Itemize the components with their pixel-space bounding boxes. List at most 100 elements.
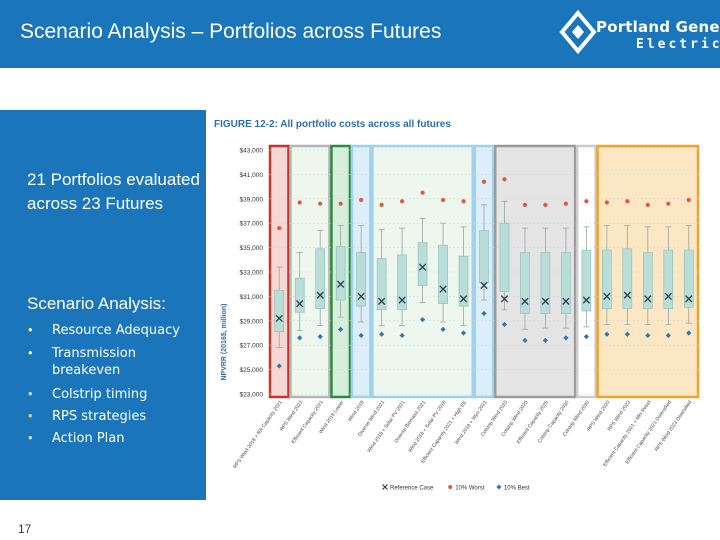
reference-case-point: [541, 297, 550, 305]
worst-10-point: [359, 197, 364, 203]
box: [417, 242, 428, 286]
reference-case-point: [521, 297, 529, 305]
worst-10-point: [604, 200, 609, 205]
chart-svg: FIGURE 12-2: All portfolio costs across …: [207, 112, 712, 498]
header-bar: Scenario Analysis – Portfolios across Fu…: [0, 0, 720, 68]
logo-text-electric: Electric: [636, 37, 720, 52]
chart-title: FIGURE 12-2: All portfolio costs across …: [214, 119, 451, 130]
box: [294, 277, 305, 313]
box: [397, 254, 407, 311]
worst-10-point: [666, 201, 671, 206]
bullet-dot-icon: •: [28, 430, 33, 445]
worst-10-point: [584, 199, 589, 204]
best-10-point: [686, 330, 692, 336]
best-10-point: [542, 337, 549, 343]
reference-case-point: [296, 300, 304, 308]
box: [683, 249, 694, 308]
reference-case-point: [623, 291, 631, 299]
box: [602, 249, 612, 309]
best-10-point: [624, 331, 630, 337]
y-tick-label: $27,000: [240, 343, 264, 350]
reference-case-point: [500, 295, 509, 303]
box: [376, 258, 387, 311]
box: [643, 252, 653, 309]
y-tick-label: $23,000: [240, 392, 264, 399]
legend-label: Reference Case: [390, 485, 434, 491]
y-tick-label: $31,000: [240, 294, 264, 301]
reference-case-point: [418, 263, 427, 271]
worst-10-point: [461, 199, 466, 204]
box: [438, 244, 448, 305]
bullet-dot-icon: •: [28, 345, 33, 360]
logo-text-portland-general: Portland General: [596, 18, 720, 36]
summary-panel: 21 Portfolios evaluated across 23 Future…: [0, 110, 206, 500]
best-10-point: [583, 334, 589, 340]
reference-case-point: [275, 314, 283, 323]
box: [335, 246, 346, 301]
box: [274, 290, 285, 333]
box: [561, 252, 571, 314]
y-tick-label: $43,000: [240, 148, 264, 155]
best-10-point: [645, 332, 651, 339]
reference-case-point: [316, 291, 324, 299]
y-tick-label: $37,000: [240, 221, 264, 228]
slide-title: Scenario Analysis – Portfolios across Fu…: [20, 20, 442, 43]
box: [663, 249, 674, 309]
y-tick-label: $33,000: [240, 270, 264, 277]
y-axis-label: NPVRR (2016$, million): [221, 303, 228, 380]
reference-case-point: [685, 295, 693, 303]
worst-10-point: [625, 199, 630, 204]
bullet-text: Colstrip timing: [52, 387, 148, 402]
worst-10-point: [318, 201, 323, 206]
reference-case-point: [664, 292, 672, 301]
box: [356, 252, 366, 307]
worst-10-point: [440, 197, 446, 203]
worst-10-point: [543, 202, 548, 207]
best-10-point: [604, 331, 610, 337]
bullet-dot-icon: •: [28, 322, 33, 337]
bullet-dot-icon: •: [28, 408, 33, 423]
best-10-point: [665, 332, 671, 339]
worst-10-point: [645, 202, 650, 207]
bullet-text: Action Plan: [52, 431, 125, 446]
logo-mark-icon: [559, 9, 597, 55]
best-10-point: [276, 363, 282, 369]
bullet-text: Transmission breakeven: [52, 346, 136, 378]
box: [479, 230, 489, 284]
worst-10-point: [420, 190, 425, 195]
best-10-point: [563, 335, 569, 341]
legend-marker-reference: [382, 484, 388, 490]
portfolio-cost-chart: FIGURE 12-2: All portfolio costs across …: [207, 112, 712, 498]
y-tick-label: $41,000: [240, 172, 264, 179]
y-tick-label: $29,000: [240, 318, 264, 325]
reference-case-point: [603, 292, 611, 301]
worst-10-point: [522, 202, 528, 207]
y-tick-label: $35,000: [240, 245, 264, 252]
worst-10-point: [481, 179, 487, 184]
box: [499, 222, 510, 292]
reference-case-point: [644, 295, 652, 303]
reference-case-point: [562, 297, 570, 305]
box: [622, 248, 633, 309]
reference-case-point: [377, 297, 386, 305]
worst-10-point: [379, 202, 384, 207]
reference-case-point: [398, 296, 406, 304]
bullet-text: Resource Adequacy: [52, 323, 180, 338]
box: [458, 255, 469, 307]
bullet-text: RPS strategies: [52, 409, 147, 424]
reference-case-point: [459, 295, 468, 303]
reference-case-point: [337, 280, 345, 288]
worst-10-point: [297, 200, 302, 205]
legend-label: 10% Worst: [455, 485, 485, 491]
box: [581, 249, 592, 312]
worst-10-point: [399, 199, 405, 204]
box: [520, 252, 530, 314]
summary-subheading: Scenario Analysis:: [27, 294, 166, 313]
best-10-point: [460, 330, 467, 336]
legend-marker-worst: [448, 485, 453, 489]
worst-10-point: [686, 197, 691, 203]
reference-case-point: [357, 292, 365, 301]
page-number: 17: [18, 522, 32, 536]
y-tick-label: $25,000: [240, 367, 264, 374]
bullet-dot-icon: •: [28, 386, 33, 401]
